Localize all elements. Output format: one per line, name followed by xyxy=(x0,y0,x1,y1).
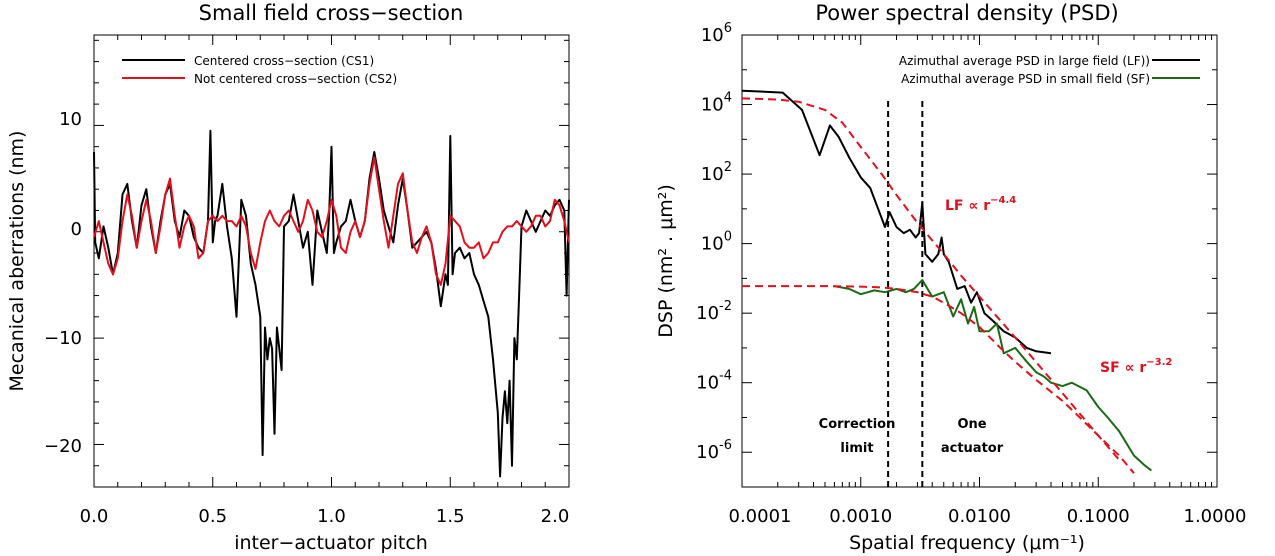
right-y-tick-exponent: -6 xyxy=(719,438,732,453)
left-y-tick-labels: 10 0 −10 −20 xyxy=(44,109,82,457)
sf-slope-text: SF ∝ r xyxy=(1100,360,1146,376)
left-chart: Small field cross−section 0.0 0.5 1.0 1.… xyxy=(6,1,570,554)
right-y-axis-label: DSP (nm² . μm²) xyxy=(655,184,677,338)
lf-slope-exponent: −4.4 xyxy=(990,195,1016,206)
left-y-tick-label: 0 xyxy=(71,219,82,240)
right-series-group xyxy=(741,89,1152,474)
left-x-tick-label: 1.0 xyxy=(317,506,346,527)
right-chart-title: Power spectral density (PSD) xyxy=(815,1,1118,25)
one-actuator-line2: actuator xyxy=(941,441,1004,456)
left-tick-marks xyxy=(93,35,570,488)
right-y-tick-label: 102 xyxy=(701,160,732,185)
left-x-tick-label: 0.5 xyxy=(198,506,227,527)
right-y-tick-exponent: 4 xyxy=(724,91,732,106)
left-series-group xyxy=(93,129,570,478)
lf-slope-annotation: LF ∝ r−4.4 xyxy=(945,195,1016,214)
correction-limit-line1: Correction xyxy=(819,417,896,432)
left-y-tick-label: 10 xyxy=(59,109,82,130)
legend-label-sf: Azimuthal average PSD in small field (SF… xyxy=(901,72,1150,86)
one-actuator-line1: One xyxy=(957,417,986,432)
left-x-tick-label: 0.0 xyxy=(80,506,109,527)
legend-label-lf: Azimuthal average PSD in large field (LF… xyxy=(899,54,1150,68)
right-y-tick-label: 10-2 xyxy=(696,299,732,324)
right-x-tick-label: 1.0000 xyxy=(1184,506,1247,527)
right-y-tick-exponent: 0 xyxy=(724,230,732,245)
series-line-cs2 xyxy=(93,156,570,286)
left-y-tick-label: −10 xyxy=(44,328,82,349)
series-line-cs1 xyxy=(93,129,570,478)
left-x-axis-label: inter−actuator pitch xyxy=(234,532,428,554)
sf-slope-annotation: SF ∝ r−3.2 xyxy=(1100,357,1172,376)
right-chart: Power spectral density (PSD) 0.0001 0.00… xyxy=(655,1,1246,554)
right-y-tick-label: 106 xyxy=(701,21,732,46)
left-x-tick-labels: 0.0 0.5 1.0 1.5 2.0 xyxy=(80,506,570,527)
sf-slope-exponent: −3.2 xyxy=(1146,357,1172,368)
right-x-tick-labels: 0.0001 0.0010 0.0100 0.1000 1.0000 xyxy=(729,506,1247,527)
correction-limit-line2: limit xyxy=(840,441,873,456)
series-line-lf xyxy=(741,89,1052,355)
right-x-tick-label: 0.0010 xyxy=(829,506,892,527)
right-y-tick-base: 10 xyxy=(701,164,724,185)
right-y-tick-label: 104 xyxy=(701,91,732,116)
right-tick-marks xyxy=(741,34,1218,488)
left-y-axis-label: Mecanical aberrations (nm) xyxy=(6,131,28,392)
right-y-tick-base: 10 xyxy=(696,373,719,394)
right-x-tick-label: 0.0100 xyxy=(948,506,1011,527)
right-annotations: LF ∝ r−4.4 SF ∝ r−3.2 Correction limit O… xyxy=(819,195,1173,456)
left-x-tick-label: 2.0 xyxy=(541,506,570,527)
right-y-tick-label: 10-6 xyxy=(696,438,732,463)
right-y-tick-base: 10 xyxy=(696,303,719,324)
right-legend: Azimuthal average PSD in large field (LF… xyxy=(899,54,1200,86)
fit-line-sf xyxy=(742,285,1135,474)
right-x-tick-label: 0.0001 xyxy=(729,506,792,527)
right-y-tick-label: 10-4 xyxy=(696,369,732,394)
right-y-tick-base: 10 xyxy=(701,25,724,46)
right-y-tick-base: 10 xyxy=(701,95,724,116)
left-chart-title: Small field cross−section xyxy=(199,1,464,25)
right-y-tick-base: 10 xyxy=(701,234,724,255)
right-x-tick-label: 0.1000 xyxy=(1067,506,1130,527)
left-y-tick-label: −20 xyxy=(44,436,82,457)
right-y-tick-exponent: 6 xyxy=(724,21,732,36)
legend-label-cs1: Centered cross−section (CS1) xyxy=(194,54,374,68)
right-y-tick-exponent: 2 xyxy=(724,160,732,175)
right-vertical-markers xyxy=(887,101,924,487)
lf-slope-text: LF ∝ r xyxy=(945,198,990,214)
fit-line-lf xyxy=(741,97,1120,461)
left-x-tick-label: 1.5 xyxy=(436,506,465,527)
right-x-axis-label: Spatial frequency (μm⁻¹) xyxy=(849,532,1085,554)
right-y-tick-exponent: -4 xyxy=(719,369,732,384)
right-y-tick-base: 10 xyxy=(696,442,719,463)
left-legend: Centered cross−section (CS1) Not centere… xyxy=(122,54,397,86)
legend-label-cs2: Not centered cross−section (CS2) xyxy=(194,72,397,86)
right-y-tick-label: 100 xyxy=(701,230,732,255)
right-y-tick-exponent: -2 xyxy=(719,299,732,314)
